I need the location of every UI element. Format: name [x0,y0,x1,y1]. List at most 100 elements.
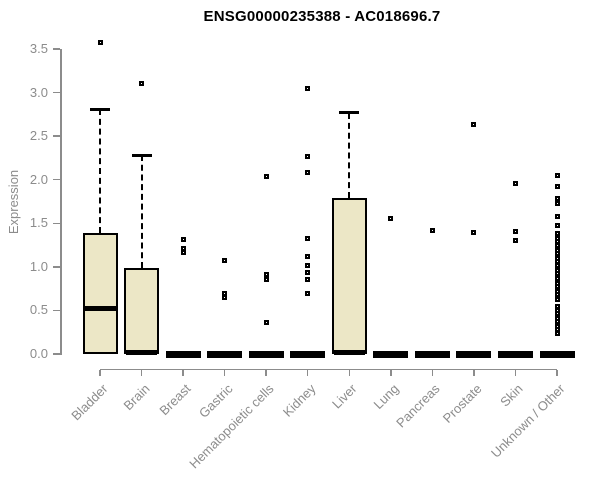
outlier-point [554,303,560,309]
y-tick-label: 0.5 [29,302,48,318]
outlier-point [222,258,228,264]
x-tick-label: Breast [156,381,194,419]
y-tick-label: 2.5 [29,128,48,144]
x-tick-label: Skin [497,381,527,410]
y-axis-tick [53,178,60,181]
y-tick-label: 3.0 [29,84,48,100]
y-axis-line [60,49,62,355]
x-axis-tick [390,369,392,376]
outlier-point [554,311,560,317]
outlier-point [554,330,560,336]
y-tick-label: 2.0 [29,171,48,187]
x-axis-tick [306,369,309,376]
x-axis-tick [514,369,517,376]
collapsed-box [290,350,326,358]
outlier-point [222,290,228,296]
outlier-point [512,228,518,234]
iqr-box [82,232,118,354]
y-axis-tick [53,309,60,312]
x-tick-label: Lung [370,381,402,413]
x-axis-tick [140,369,143,376]
outlier-point [305,290,311,296]
y-tick-label: 0.0 [29,346,48,361]
outlier-point [554,275,560,281]
outlier-point [429,227,435,233]
outlier-point [554,263,560,269]
y-axis-tick [53,135,60,137]
y-tick-label: 3.5 [29,41,48,56]
x-axis-tick [265,369,267,376]
median-line [84,306,116,312]
outlier-point [554,200,560,206]
outlier-point [512,180,518,186]
outlier-point [471,230,477,236]
x-tick-label: Bladder [68,381,111,424]
outlier-point [471,122,477,128]
y-axis-tick [53,222,60,225]
collapsed-box [414,350,450,358]
x-tick-label: Kidney [279,381,319,420]
outlier-point [263,272,269,278]
x-axis-line [100,368,557,370]
whisker-cap [339,111,360,115]
whisker-cap [90,107,110,111]
outlier-point [305,170,311,176]
iqr-box [331,198,367,354]
iqr-box [124,267,160,354]
x-axis-tick [99,369,101,376]
y-axis-label: Expression [6,169,21,235]
collapsed-box [539,350,575,358]
outlier-point [305,276,311,282]
outlier-point [554,223,560,229]
outlier-point [554,271,560,277]
outlier-point [305,253,311,259]
outlier-point [305,235,311,241]
outlier-point [305,85,311,91]
x-axis-tick [473,369,475,376]
collapsed-box [165,350,201,358]
outlier-point [554,243,560,249]
outlier-point [180,246,186,252]
outlier-point [180,250,186,256]
y-tick-label: 1.5 [29,215,48,231]
outlier-point [388,216,394,222]
outlier-point [305,153,311,159]
outlier-point [263,173,269,179]
x-axis-tick [431,369,434,376]
x-tick-label: Brain [120,381,153,414]
median-line [333,349,365,355]
collapsed-box [207,350,243,358]
outlier-point [554,231,560,237]
y-axis-tick [53,91,60,94]
x-axis-tick [348,369,351,376]
x-tick-label: Liver [329,381,360,412]
x-axis-tick [556,369,558,376]
outlier-point [97,40,103,46]
median-line [126,349,158,355]
outlier-point [554,296,560,302]
x-axis-tick [223,369,226,376]
chart-title: ENSG00000235388 - AC018696.7 [203,8,441,25]
outlier-point [180,237,186,243]
outlier-point [263,320,269,326]
x-tick-label: Pancreas [393,381,443,431]
outlier-point [139,81,145,87]
outlier-point [305,262,311,268]
x-tick-label: Unknown / Other [488,381,568,461]
outlier-point [554,251,560,257]
outlier-point [222,294,228,300]
outlier-point [554,184,560,190]
outlier-point [305,270,311,276]
whisker-cap [131,153,152,157]
collapsed-box [248,350,284,358]
y-axis-tick [53,48,60,50]
outlier-point [554,292,560,298]
outlier-point [554,172,560,178]
collapsed-box [497,350,533,358]
y-axis-tick [53,353,60,355]
x-tick-label: Prostate [439,381,485,426]
outlier-point [554,213,560,219]
upper-whisker [99,109,101,233]
upper-whisker [140,155,143,268]
